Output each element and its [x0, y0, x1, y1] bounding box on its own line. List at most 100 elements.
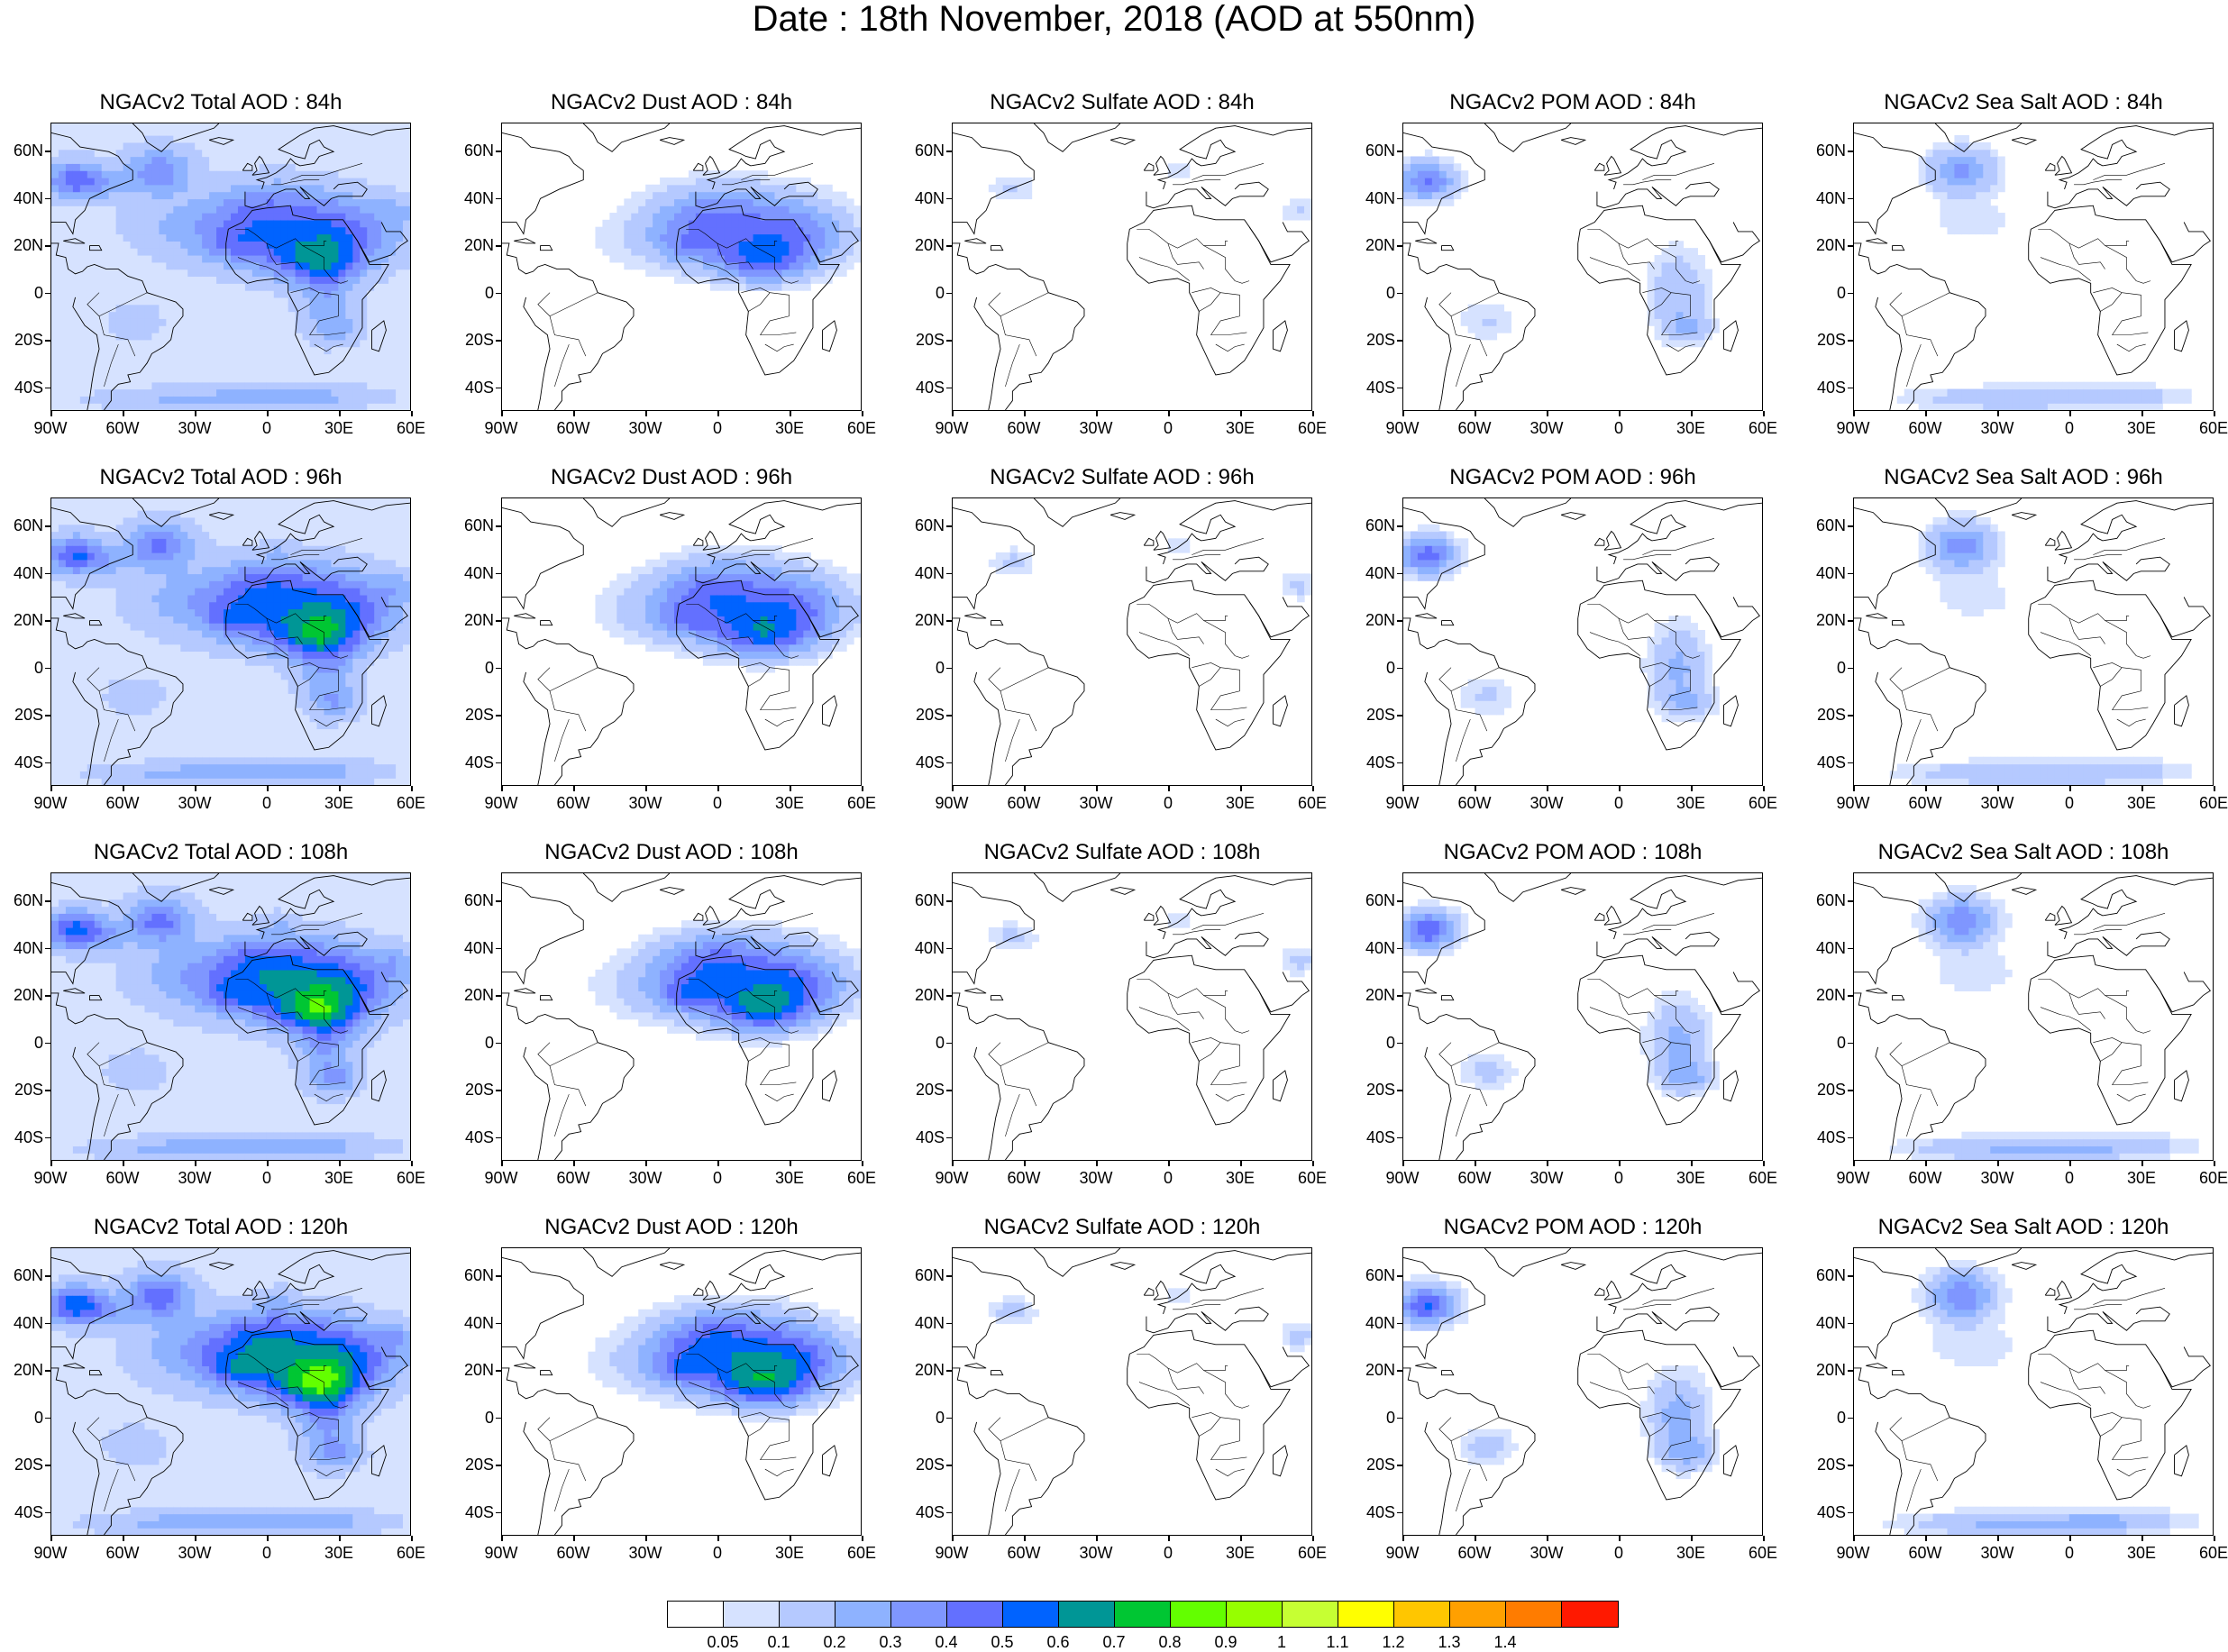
aod-cell — [1976, 220, 1984, 227]
aod-cell — [288, 361, 297, 368]
aod-cell — [2105, 382, 2114, 389]
aod-cell — [303, 693, 311, 700]
aod-cell — [66, 764, 74, 771]
aod-cell — [303, 757, 311, 764]
aod-cell — [180, 396, 188, 403]
aod-cell — [80, 771, 88, 778]
aod-cell — [324, 771, 332, 778]
aod-cell — [1997, 163, 2005, 170]
aod-cell — [674, 241, 682, 248]
aod-cell — [681, 276, 689, 283]
aod-cell — [224, 560, 232, 567]
aod-cell — [238, 213, 246, 220]
aod-cell — [381, 311, 389, 318]
aod-cell — [1947, 227, 1955, 234]
aod-cell — [138, 531, 146, 538]
aod-cell — [252, 658, 260, 665]
aod-cell — [138, 728, 146, 735]
aod-cell — [102, 283, 110, 290]
aod-cell — [245, 178, 253, 185]
aod-cell — [260, 623, 268, 630]
aod-cell — [51, 170, 59, 178]
aod-cell — [195, 644, 203, 652]
aod-cell — [296, 764, 304, 771]
aod-cell — [59, 595, 67, 602]
aod-cell — [209, 283, 217, 290]
aod-cell — [768, 262, 776, 269]
aod-cell — [238, 498, 246, 504]
aod-cell — [116, 680, 124, 687]
aod-cell — [324, 588, 332, 595]
aod-cell — [87, 135, 96, 142]
aod-cell — [51, 560, 59, 567]
aod-cell — [374, 135, 382, 142]
aod-cell — [317, 757, 325, 764]
aod-cell — [753, 234, 762, 242]
aod-cell — [1983, 220, 1991, 227]
aod-cell — [216, 616, 224, 623]
lon-label: 60E — [1736, 420, 1790, 436]
aod-cell — [252, 573, 260, 580]
aod-cell — [123, 602, 132, 609]
aod-cell — [1712, 318, 1720, 325]
aod-cell — [360, 375, 368, 382]
aod-cell — [109, 538, 117, 545]
aod-cell — [267, 778, 275, 785]
aod-cell — [95, 630, 103, 637]
aod-cell — [303, 573, 311, 580]
aod-cell — [187, 538, 196, 545]
aod-cell — [202, 545, 210, 552]
aod-cell — [360, 178, 368, 185]
aod-cell — [789, 262, 797, 269]
aod-cell — [159, 609, 167, 616]
aod-cell — [116, 686, 124, 693]
aod-cell — [352, 213, 361, 220]
aod-cell — [267, 665, 275, 672]
aod-cell — [238, 517, 246, 525]
aod-cell — [817, 185, 826, 192]
aod-cell — [195, 220, 203, 227]
aod-cell — [202, 178, 210, 185]
aod-cell — [80, 142, 88, 150]
aod-cell — [274, 510, 282, 517]
coastline — [2045, 163, 2055, 170]
aod-cell — [324, 403, 332, 410]
aod-cell — [803, 276, 811, 283]
aod-cell — [1947, 185, 1955, 192]
aod-cell — [303, 588, 311, 595]
aod-cell — [102, 163, 110, 170]
aod-cell — [138, 672, 146, 680]
aod-cell — [173, 665, 181, 672]
aod-cell — [338, 305, 346, 312]
aod-cell — [667, 198, 675, 205]
aod-cell — [725, 234, 733, 242]
aod-cell — [116, 588, 124, 595]
aod-cell — [187, 283, 196, 290]
aod-cell — [324, 715, 332, 722]
lat-label: 60N — [1803, 142, 1846, 159]
aod-cell — [360, 170, 368, 178]
aod-cell — [281, 743, 289, 750]
aod-cell — [151, 609, 160, 616]
aod-cell — [131, 375, 139, 382]
aod-cell — [159, 361, 167, 368]
aod-cell — [51, 630, 59, 637]
country-border — [2069, 243, 2105, 269]
aod-cell — [144, 396, 152, 403]
aod-cell — [180, 630, 188, 637]
aod-cell — [252, 728, 260, 735]
aod-cell — [159, 602, 167, 609]
aod-cell — [216, 361, 224, 368]
aod-cell — [123, 213, 132, 220]
aod-cell — [180, 637, 188, 644]
aod-cell — [144, 588, 152, 595]
aod-cell — [717, 276, 726, 283]
aod-cell — [324, 602, 332, 609]
aod-cell — [345, 305, 353, 312]
aod-cell — [1940, 198, 1949, 205]
aod-cell — [180, 255, 188, 262]
aod-cell — [245, 498, 253, 504]
aod-cell — [252, 340, 260, 347]
aod-cell — [123, 531, 132, 538]
aod-cell — [95, 764, 103, 771]
